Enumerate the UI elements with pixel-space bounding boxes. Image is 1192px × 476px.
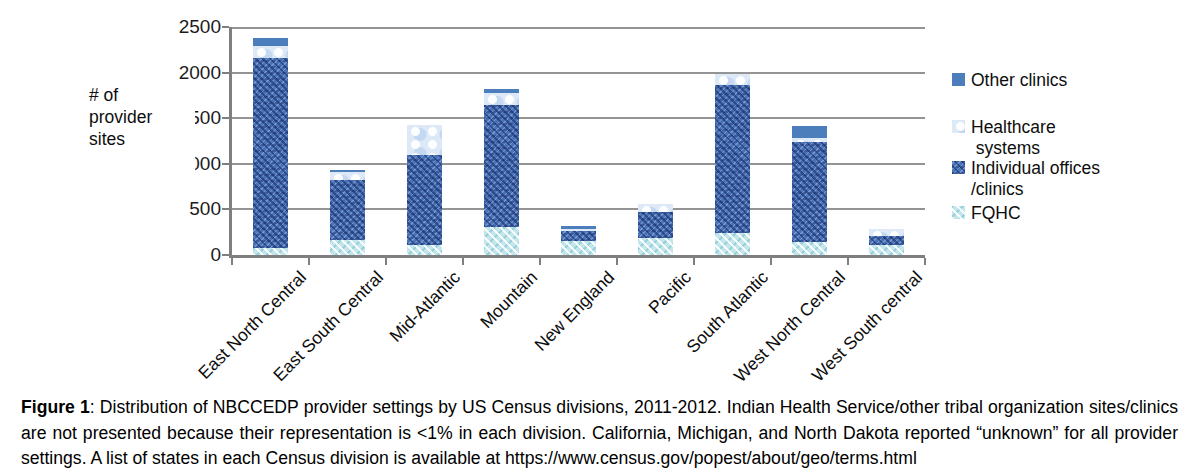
bar-segment-individual bbox=[561, 231, 596, 241]
bar-segment-individual bbox=[869, 236, 904, 245]
y-tick-label: 2500 bbox=[173, 16, 221, 39]
x-category-label: Pacific bbox=[644, 267, 695, 318]
y-tick-label: 500 bbox=[173, 198, 221, 221]
legend-label-fqhc: FQHC bbox=[971, 203, 1021, 224]
x-tick-mark bbox=[462, 258, 464, 265]
y-axis-title-line-1: # of bbox=[89, 84, 152, 106]
bar-segment-fqhc bbox=[869, 245, 904, 255]
legend-swatch-healthcare bbox=[952, 120, 965, 133]
plot-area bbox=[229, 27, 925, 258]
gridline-2000 bbox=[232, 72, 925, 74]
y-tick-mark bbox=[222, 26, 229, 28]
x-tick-mark bbox=[231, 258, 233, 265]
y-tick-mark bbox=[222, 163, 229, 165]
legend-label-healthcare: Healthcare systems bbox=[971, 117, 1056, 159]
legend-item-individual: Individual offices/clinics bbox=[952, 158, 1100, 200]
x-tick-mark bbox=[770, 258, 772, 265]
x-category-label: New England bbox=[530, 267, 618, 355]
x-tick-mark bbox=[385, 258, 387, 265]
y-tick-label: 2000 bbox=[173, 62, 221, 85]
legend-label-line: /clinics bbox=[971, 179, 1100, 200]
x-tick-mark bbox=[924, 258, 926, 265]
bar-segment-fqhc bbox=[561, 241, 596, 255]
bar-segment-fqhc bbox=[484, 227, 519, 255]
bar-segment-other bbox=[330, 170, 365, 173]
bar-segment-healthcare bbox=[561, 229, 596, 231]
y-tick-mark bbox=[222, 208, 229, 210]
bar-segment-individual bbox=[330, 180, 365, 240]
bar-segment-healthcare bbox=[253, 46, 288, 57]
legend-label-line: FQHC bbox=[971, 203, 1021, 224]
y-tick-label-text: 1000 bbox=[195, 153, 221, 175]
legend-swatch-other bbox=[952, 73, 965, 86]
bar-segment-fqhc bbox=[715, 233, 750, 255]
legend-item-other: Other clinics bbox=[952, 70, 1067, 91]
bar-segment-fqhc bbox=[638, 238, 673, 255]
y-tick-label-text: 0 bbox=[210, 244, 221, 266]
y-tick-mark bbox=[222, 117, 229, 119]
y-axis-title: # of provider sites bbox=[89, 84, 152, 150]
x-category-label: Mid-Atlantic bbox=[385, 267, 464, 346]
gridline-1500 bbox=[232, 117, 925, 119]
bar-segment-individual bbox=[638, 212, 673, 238]
x-tick-mark bbox=[693, 258, 695, 265]
legend-label-other: Other clinics bbox=[971, 70, 1067, 91]
y-tick-label-text: 1500 bbox=[195, 107, 221, 129]
y-tick-label-text: 500 bbox=[189, 198, 221, 220]
x-tick-mark bbox=[308, 258, 310, 265]
y-axis-title-line-3: sites bbox=[89, 128, 152, 150]
gridline-2500 bbox=[232, 27, 925, 29]
bar-segment-individual bbox=[407, 155, 442, 245]
figure-screenshot: # of provider sites 2500 2000 1500 1000 500 0… bbox=[0, 0, 1192, 476]
x-category-label: Mountain bbox=[476, 267, 542, 333]
y-tick-label-text: 2500 bbox=[179, 16, 221, 38]
figure-caption: Figure 1: Distribution of NBCCEDP provid… bbox=[21, 395, 1178, 472]
y-tick-label: 1000 bbox=[195, 153, 221, 176]
caption-label: Figure 1 bbox=[21, 397, 90, 417]
legend-label-line: Individual offices bbox=[971, 158, 1100, 179]
x-tick-mark bbox=[616, 258, 618, 265]
bar-segment-fqhc bbox=[792, 242, 827, 255]
bar-segment-fqhc bbox=[253, 248, 288, 255]
bar-segment-healthcare bbox=[792, 138, 827, 142]
legend-item-healthcare: Healthcare systems bbox=[952, 117, 1056, 159]
legend-label-line: Healthcare bbox=[971, 117, 1056, 138]
y-tick-label: 0 bbox=[173, 244, 221, 267]
y-tick-label: 1500 bbox=[195, 107, 221, 130]
bar-segment-other bbox=[561, 226, 596, 229]
y-tick-mark bbox=[222, 254, 229, 256]
legend-swatch-fqhc bbox=[952, 206, 965, 219]
legend-swatch-individual bbox=[952, 161, 965, 174]
bar-segment-healthcare bbox=[484, 93, 519, 105]
bar-segment-individual bbox=[253, 58, 288, 249]
y-tick-mark bbox=[222, 72, 229, 74]
bar-segment-healthcare bbox=[407, 125, 442, 155]
bar-segment-fqhc bbox=[330, 240, 365, 255]
bar-segment-individual bbox=[715, 85, 750, 233]
bar-segment-healthcare bbox=[715, 74, 750, 86]
bar-segment-other bbox=[253, 38, 288, 46]
legend-label-individual: Individual offices/clinics bbox=[971, 158, 1100, 200]
bar-segment-other bbox=[484, 89, 519, 92]
bar-segment-individual bbox=[484, 105, 519, 227]
x-tick-mark bbox=[847, 258, 849, 265]
y-tick-label-text: 2000 bbox=[179, 62, 221, 84]
y-axis-title-line-2: provider bbox=[89, 106, 152, 128]
bar-segment-fqhc bbox=[407, 245, 442, 255]
x-tick-mark bbox=[539, 258, 541, 265]
bar-segment-individual bbox=[792, 142, 827, 242]
legend-label-line: systems bbox=[971, 138, 1056, 159]
caption-text: : Distribution of NBCCEDP provider setti… bbox=[21, 397, 1178, 468]
bar-segment-healthcare bbox=[869, 229, 904, 236]
bar-segment-other bbox=[792, 126, 827, 138]
bar-segment-healthcare bbox=[330, 172, 365, 179]
bar-segment-healthcare bbox=[638, 204, 673, 212]
legend-label-line: Other clinics bbox=[971, 70, 1067, 91]
legend-item-fqhc: FQHC bbox=[952, 203, 1021, 224]
